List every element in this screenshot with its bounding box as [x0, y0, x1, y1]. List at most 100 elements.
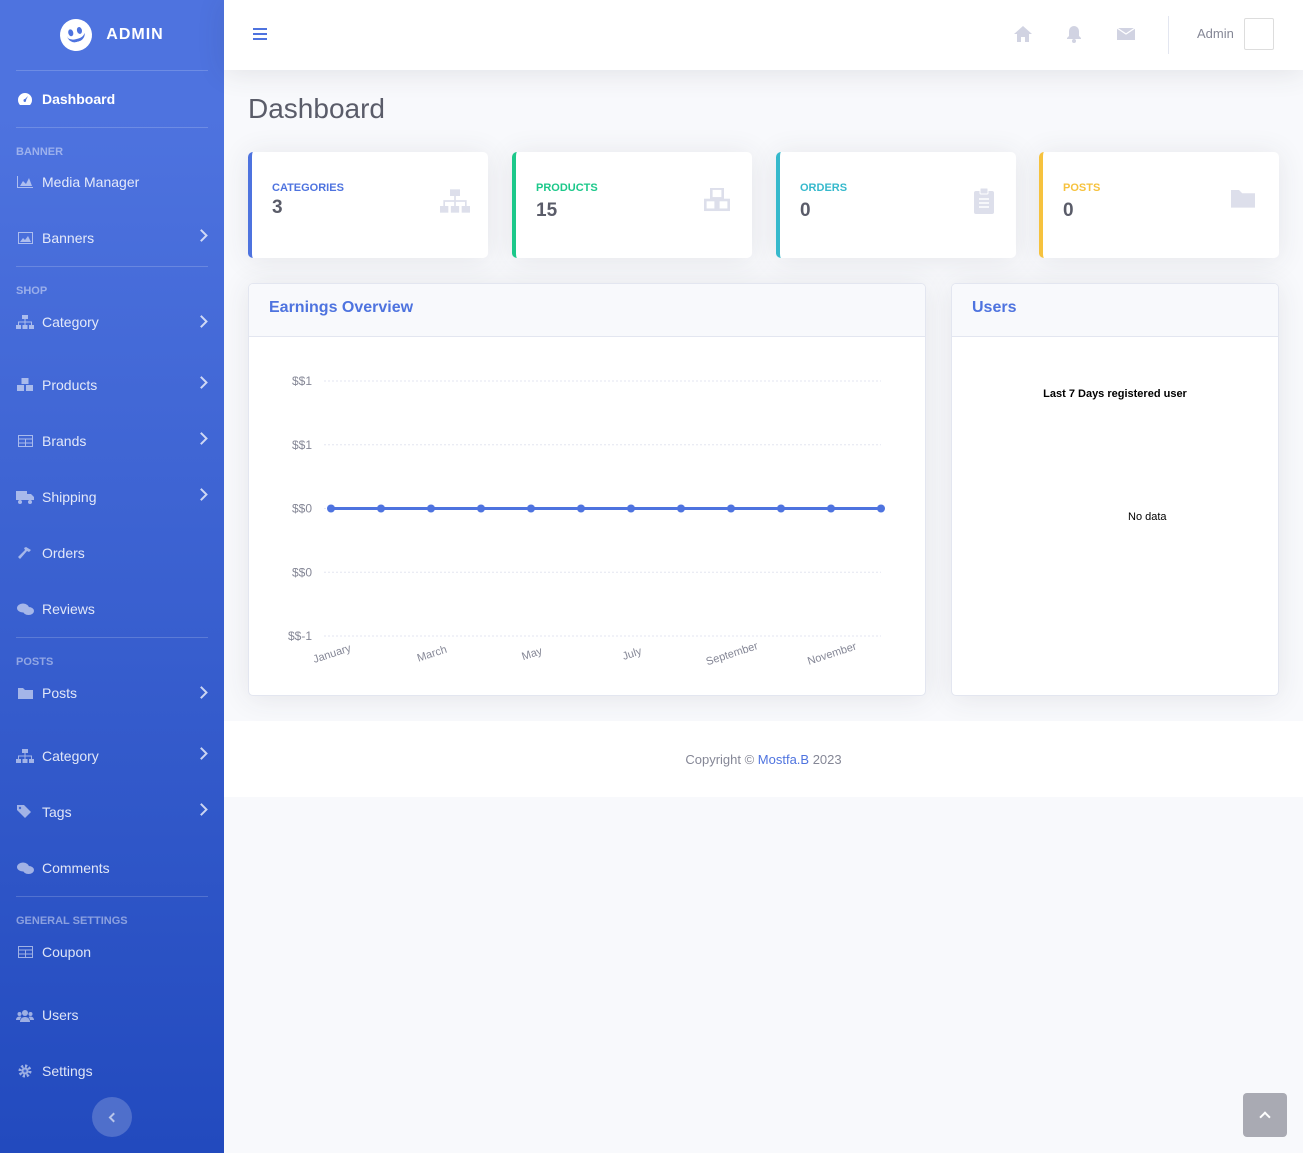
sidebar-item-orders[interactable]: Orders	[0, 525, 224, 581]
sidebar-brand[interactable]: ADMIN	[0, 0, 224, 70]
sidebar-heading-posts: POSTS	[16, 656, 54, 668]
sitemap-icon	[440, 188, 470, 216]
stat-label: ORDERS	[800, 182, 848, 194]
sidebar-item-media-manager[interactable]: Media Manager	[0, 162, 224, 202]
stat-card-categories: CATEGORIES 3	[248, 152, 488, 258]
y-tick-label: $$-1	[288, 629, 312, 643]
no-data-text: No data	[1128, 511, 1167, 523]
sidebar-item-label: Posts	[42, 685, 78, 701]
sitemap-icon	[16, 749, 34, 763]
stat-label: CATEGORIES	[272, 182, 344, 194]
users-icon	[16, 1008, 34, 1022]
chevron-right-icon	[195, 229, 208, 242]
home-icon[interactable]	[1013, 25, 1033, 45]
data-point[interactable]	[477, 504, 485, 513]
sidebar-item-label: Products	[42, 377, 98, 393]
scroll-to-top-button[interactable]	[1243, 1093, 1287, 1137]
sidebar-item-products[interactable]: Products	[0, 357, 224, 413]
sidebar-item-tags[interactable]: Tags	[0, 784, 224, 840]
user-name[interactable]: Admin	[1197, 26, 1234, 41]
stat-value: 3	[272, 197, 283, 218]
bell-icon[interactable]	[1066, 25, 1086, 45]
stat-card-orders: ORDERS 0	[776, 152, 1016, 258]
sidebar-item-settings[interactable]: Settings	[0, 1043, 224, 1099]
sidebar-item-label: Comments	[42, 860, 110, 876]
sidebar-item-label: Category	[42, 314, 99, 330]
data-point[interactable]	[327, 504, 335, 513]
sidebar-item-reviews[interactable]: Reviews	[0, 581, 224, 637]
sidebar-item-dashboard[interactable]: Dashboard	[0, 71, 224, 127]
x-tick-label: September	[705, 640, 760, 668]
data-point[interactable]	[827, 504, 835, 513]
data-point[interactable]	[427, 504, 435, 513]
sidebar-item-label: Brands	[42, 433, 87, 449]
sidebar-heading-shop: SHOP	[16, 285, 48, 297]
x-tick-label: May	[520, 645, 544, 663]
sidebar-item-label: Coupon	[42, 944, 92, 960]
card-title: Users	[952, 284, 1278, 337]
y-tick-label: $$1	[292, 438, 312, 452]
stat-value: 0	[800, 200, 811, 221]
sidebar-item-shipping[interactable]: Shipping	[0, 469, 224, 525]
page-title: Dashboard	[248, 93, 385, 124]
hammer-icon	[16, 546, 34, 560]
table-icon	[16, 945, 34, 959]
sidebar-item-banners[interactable]: Banners	[0, 210, 224, 266]
image-icon	[16, 231, 34, 245]
sidebar-item-post-category[interactable]: Category	[0, 728, 224, 784]
sidebar-divider	[16, 637, 208, 638]
sidebar-item-category[interactable]: Category	[0, 301, 224, 343]
footer: Copyright © Mostfa.B 2023	[224, 721, 1303, 797]
menu-toggle-icon[interactable]	[253, 28, 267, 40]
data-point[interactable]	[727, 504, 735, 513]
sidebar-item-label: Banners	[42, 230, 95, 246]
folder-icon	[16, 686, 34, 700]
stat-value: 0	[1063, 200, 1074, 221]
x-tick-label: January	[312, 642, 353, 666]
sidebar-item-label: Shipping	[42, 489, 97, 505]
data-point[interactable]	[877, 504, 885, 513]
y-tick-label: $$0	[292, 502, 312, 516]
stat-card-products: PRODUCTS 15	[512, 152, 752, 258]
topbar: Admin	[224, 0, 1303, 70]
cubes-icon	[16, 378, 34, 392]
sidebar-divider	[16, 896, 208, 897]
folder-icon	[1231, 188, 1261, 216]
earnings-card: Earnings Overview $$1 $$1 $$0 $$0 $$-1 Januar…	[248, 283, 926, 696]
cog-icon	[16, 1064, 34, 1078]
data-point[interactable]	[577, 504, 585, 513]
sidebar-item-users[interactable]: Users	[0, 987, 224, 1043]
sidebar-divider	[16, 70, 208, 71]
sidebar-item-label: Media Manager	[42, 174, 140, 190]
data-point[interactable]	[527, 504, 535, 513]
tags-icon	[16, 805, 34, 819]
sidebar-toggle-button[interactable]	[92, 1097, 132, 1137]
copyright-suffix: 2023	[809, 752, 842, 767]
stat-label: POSTS	[1063, 182, 1101, 194]
brand-name: ADMIN	[106, 26, 164, 43]
envelope-icon[interactable]	[1116, 25, 1137, 45]
data-point[interactable]	[677, 504, 685, 513]
sitemap-icon	[16, 315, 34, 329]
sidebar-item-comments[interactable]: Comments	[0, 840, 224, 896]
clipboard-list-icon	[968, 187, 998, 216]
avatar[interactable]	[1244, 18, 1274, 50]
data-point[interactable]	[777, 504, 785, 513]
sidebar-item-coupon[interactable]: Coupon	[0, 931, 224, 973]
chevron-right-icon	[195, 488, 208, 501]
data-point[interactable]	[377, 504, 385, 513]
sidebar-item-label: Orders	[42, 545, 85, 561]
y-tick-label: $$0	[292, 565, 312, 579]
topbar-divider	[1168, 16, 1169, 54]
x-tick-label: November	[806, 640, 858, 667]
copyright-prefix: Copyright ©	[685, 752, 758, 767]
sidebar-heading-banner: BANNER	[16, 146, 64, 158]
chevron-up-icon	[1259, 1111, 1271, 1123]
data-point[interactable]	[627, 504, 635, 513]
sidebar-item-brands[interactable]: Brands	[0, 413, 224, 469]
author-link[interactable]: Mostfa.B	[757, 752, 810, 767]
sidebar-item-label: Reviews	[42, 601, 95, 617]
sidebar-item-posts[interactable]: Posts	[0, 672, 224, 714]
stat-card-posts: POSTS 0	[1039, 152, 1279, 258]
